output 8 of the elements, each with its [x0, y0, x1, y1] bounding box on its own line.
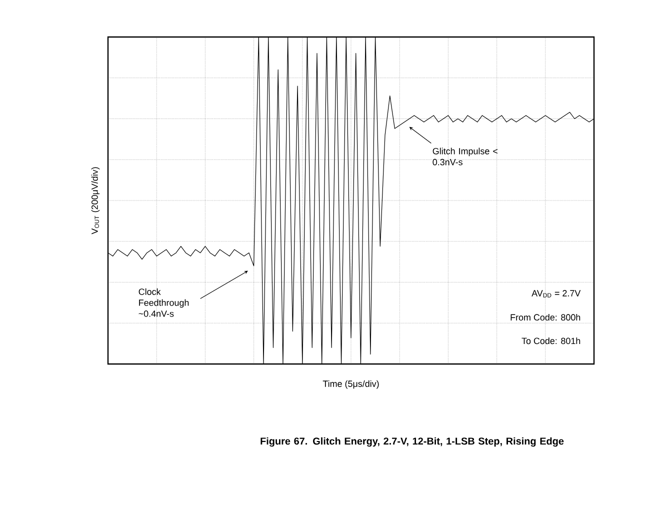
text: Figure 67. Glitch Energy, 2.7-V, 12-Bit, 1-LSB Step, Rising Edge	[260, 437, 564, 447]
x-axis-title: Time (5μs/div)	[322, 380, 379, 389]
annotation: AV$_{DD}$ = 2.7V	[532, 290, 581, 298]
annotation: From Code: 800h	[510, 314, 580, 321]
y-axis-title: V$_{OUT}$ (200μV/div)	[91, 167, 100, 234]
annotation: Glitch Impulse < 0.3nV-s	[432, 148, 498, 166]
annotation: To Code: 801h	[522, 337, 580, 344]
annotation: Clock Feedthrough ~0.4nV-s	[138, 288, 189, 317]
